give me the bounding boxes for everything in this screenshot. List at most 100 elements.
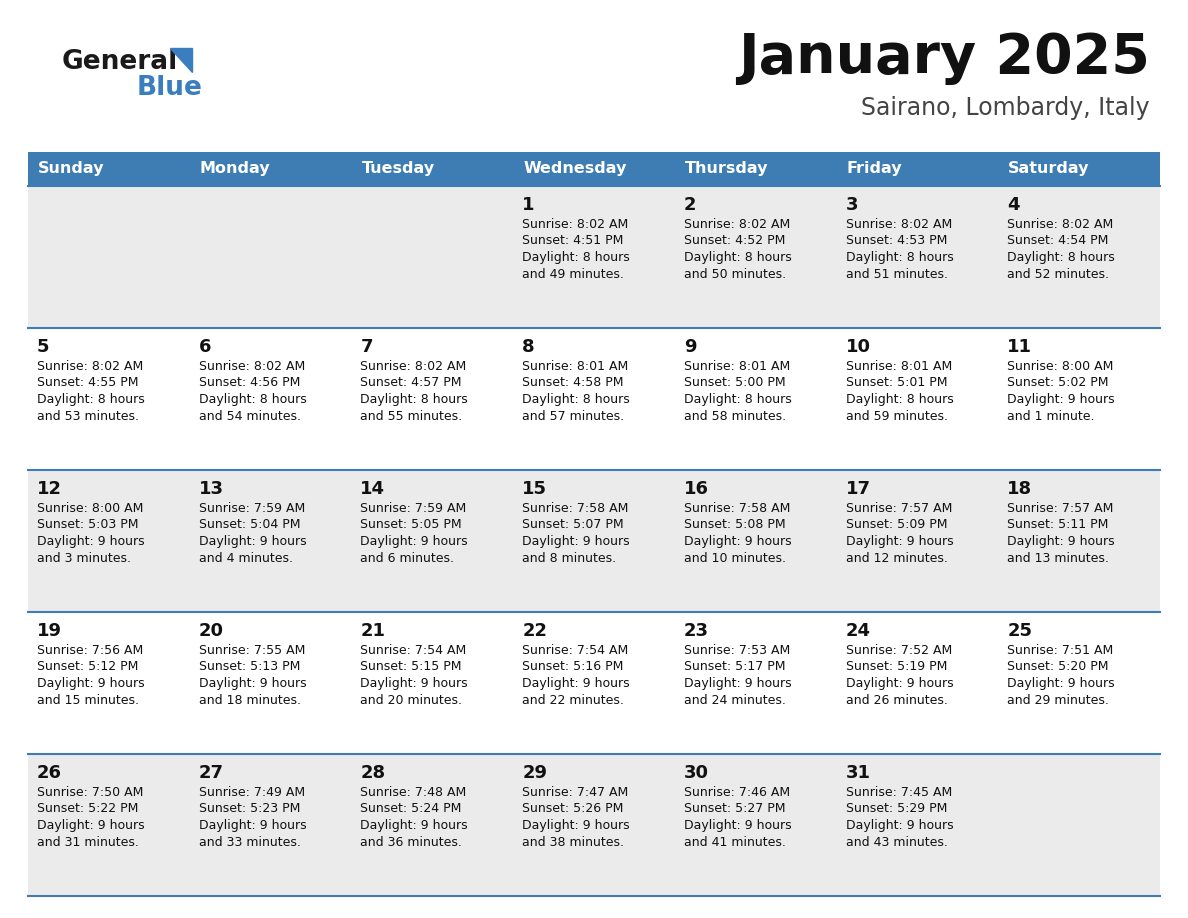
- Bar: [190, 152, 352, 186]
- Bar: [29, 328, 1159, 470]
- Text: 23: 23: [684, 622, 709, 640]
- Text: Sunset: 4:58 PM: Sunset: 4:58 PM: [523, 376, 624, 389]
- Text: and 1 minute.: and 1 minute.: [1007, 409, 1095, 422]
- Text: Daylight: 8 hours: Daylight: 8 hours: [846, 251, 953, 264]
- Text: and 12 minutes.: and 12 minutes.: [846, 552, 948, 565]
- Text: Daylight: 9 hours: Daylight: 9 hours: [360, 535, 468, 548]
- Text: Sunset: 5:20 PM: Sunset: 5:20 PM: [1007, 660, 1108, 674]
- Bar: [29, 152, 190, 186]
- Text: Sunset: 5:24 PM: Sunset: 5:24 PM: [360, 802, 462, 815]
- Text: Daylight: 9 hours: Daylight: 9 hours: [846, 535, 953, 548]
- Text: and 36 minutes.: and 36 minutes.: [360, 835, 462, 848]
- Text: Daylight: 9 hours: Daylight: 9 hours: [523, 819, 630, 832]
- Text: Sunset: 4:57 PM: Sunset: 4:57 PM: [360, 376, 462, 389]
- Text: and 52 minutes.: and 52 minutes.: [1007, 267, 1110, 281]
- Text: Sunrise: 8:02 AM: Sunrise: 8:02 AM: [360, 360, 467, 373]
- Text: Sunset: 5:07 PM: Sunset: 5:07 PM: [523, 519, 624, 532]
- Text: 12: 12: [37, 480, 62, 498]
- Text: Sunset: 5:11 PM: Sunset: 5:11 PM: [1007, 519, 1108, 532]
- Text: Daylight: 9 hours: Daylight: 9 hours: [37, 819, 145, 832]
- Text: 25: 25: [1007, 622, 1032, 640]
- Text: Sunrise: 8:02 AM: Sunrise: 8:02 AM: [198, 360, 305, 373]
- Bar: [29, 612, 1159, 754]
- Text: Sunset: 4:51 PM: Sunset: 4:51 PM: [523, 234, 624, 248]
- Bar: [352, 152, 513, 186]
- Text: Friday: Friday: [847, 162, 902, 176]
- Text: Sunrise: 8:02 AM: Sunrise: 8:02 AM: [846, 218, 952, 231]
- Text: Sunrise: 7:53 AM: Sunrise: 7:53 AM: [684, 644, 790, 657]
- Text: 3: 3: [846, 196, 858, 214]
- Text: Sunset: 5:15 PM: Sunset: 5:15 PM: [360, 660, 462, 674]
- Text: Sunset: 5:26 PM: Sunset: 5:26 PM: [523, 802, 624, 815]
- Text: 30: 30: [684, 764, 709, 782]
- Text: 16: 16: [684, 480, 709, 498]
- Text: Daylight: 9 hours: Daylight: 9 hours: [37, 535, 145, 548]
- Bar: [513, 152, 675, 186]
- Text: Sunrise: 7:46 AM: Sunrise: 7:46 AM: [684, 786, 790, 799]
- Text: Sunset: 5:02 PM: Sunset: 5:02 PM: [1007, 376, 1108, 389]
- Bar: [836, 152, 998, 186]
- Text: Sunset: 5:13 PM: Sunset: 5:13 PM: [198, 660, 301, 674]
- Text: and 3 minutes.: and 3 minutes.: [37, 552, 131, 565]
- Text: Sunset: 5:09 PM: Sunset: 5:09 PM: [846, 519, 947, 532]
- Text: Daylight: 8 hours: Daylight: 8 hours: [1007, 251, 1116, 264]
- Text: Daylight: 8 hours: Daylight: 8 hours: [360, 393, 468, 406]
- Text: Sunset: 5:22 PM: Sunset: 5:22 PM: [37, 802, 138, 815]
- Text: Sunrise: 7:58 AM: Sunrise: 7:58 AM: [523, 502, 628, 515]
- Text: Sunrise: 8:02 AM: Sunrise: 8:02 AM: [1007, 218, 1113, 231]
- Text: Daylight: 9 hours: Daylight: 9 hours: [37, 677, 145, 690]
- Text: Daylight: 9 hours: Daylight: 9 hours: [846, 677, 953, 690]
- Text: and 18 minutes.: and 18 minutes.: [198, 693, 301, 707]
- Text: and 58 minutes.: and 58 minutes.: [684, 409, 786, 422]
- Text: Daylight: 9 hours: Daylight: 9 hours: [1007, 535, 1114, 548]
- Text: and 8 minutes.: and 8 minutes.: [523, 552, 617, 565]
- Text: and 59 minutes.: and 59 minutes.: [846, 409, 948, 422]
- Text: Sunset: 5:04 PM: Sunset: 5:04 PM: [198, 519, 301, 532]
- Text: and 26 minutes.: and 26 minutes.: [846, 693, 948, 707]
- Text: 28: 28: [360, 764, 386, 782]
- Text: 27: 27: [198, 764, 223, 782]
- Text: 19: 19: [37, 622, 62, 640]
- Text: January 2025: January 2025: [738, 31, 1150, 85]
- Text: 14: 14: [360, 480, 385, 498]
- Text: Sunset: 4:53 PM: Sunset: 4:53 PM: [846, 234, 947, 248]
- Text: 29: 29: [523, 764, 548, 782]
- Text: Daylight: 8 hours: Daylight: 8 hours: [846, 393, 953, 406]
- Text: 22: 22: [523, 622, 548, 640]
- Text: and 29 minutes.: and 29 minutes.: [1007, 693, 1110, 707]
- Text: 10: 10: [846, 338, 871, 356]
- Text: 20: 20: [198, 622, 223, 640]
- Text: Daylight: 9 hours: Daylight: 9 hours: [1007, 393, 1114, 406]
- Text: Sunrise: 8:01 AM: Sunrise: 8:01 AM: [523, 360, 628, 373]
- Text: Sunrise: 7:47 AM: Sunrise: 7:47 AM: [523, 786, 628, 799]
- Text: and 57 minutes.: and 57 minutes.: [523, 409, 624, 422]
- Text: Sunrise: 7:59 AM: Sunrise: 7:59 AM: [198, 502, 305, 515]
- Text: Sunrise: 8:02 AM: Sunrise: 8:02 AM: [684, 218, 790, 231]
- Text: Sunrise: 7:57 AM: Sunrise: 7:57 AM: [1007, 502, 1113, 515]
- Text: Sunrise: 7:58 AM: Sunrise: 7:58 AM: [684, 502, 790, 515]
- Text: Sairano, Lombardy, Italy: Sairano, Lombardy, Italy: [861, 96, 1150, 120]
- Text: and 6 minutes.: and 6 minutes.: [360, 552, 455, 565]
- Text: Sunset: 5:19 PM: Sunset: 5:19 PM: [846, 660, 947, 674]
- Text: and 53 minutes.: and 53 minutes.: [37, 409, 139, 422]
- Bar: [675, 152, 836, 186]
- Polygon shape: [170, 48, 192, 72]
- Text: and 33 minutes.: and 33 minutes.: [198, 835, 301, 848]
- Text: 4: 4: [1007, 196, 1019, 214]
- Text: Blue: Blue: [137, 75, 203, 101]
- Text: Thursday: Thursday: [684, 162, 769, 176]
- Text: and 50 minutes.: and 50 minutes.: [684, 267, 786, 281]
- Text: and 24 minutes.: and 24 minutes.: [684, 693, 785, 707]
- Text: and 4 minutes.: and 4 minutes.: [198, 552, 292, 565]
- Text: Sunset: 5:16 PM: Sunset: 5:16 PM: [523, 660, 624, 674]
- Text: Daylight: 8 hours: Daylight: 8 hours: [684, 393, 791, 406]
- Text: Daylight: 9 hours: Daylight: 9 hours: [684, 677, 791, 690]
- Text: 18: 18: [1007, 480, 1032, 498]
- Text: 31: 31: [846, 764, 871, 782]
- Bar: [29, 754, 1159, 896]
- Text: Tuesday: Tuesday: [361, 162, 435, 176]
- Text: and 54 minutes.: and 54 minutes.: [198, 409, 301, 422]
- Text: Sunset: 4:56 PM: Sunset: 4:56 PM: [198, 376, 301, 389]
- Text: Sunset: 4:55 PM: Sunset: 4:55 PM: [37, 376, 139, 389]
- Text: and 22 minutes.: and 22 minutes.: [523, 693, 624, 707]
